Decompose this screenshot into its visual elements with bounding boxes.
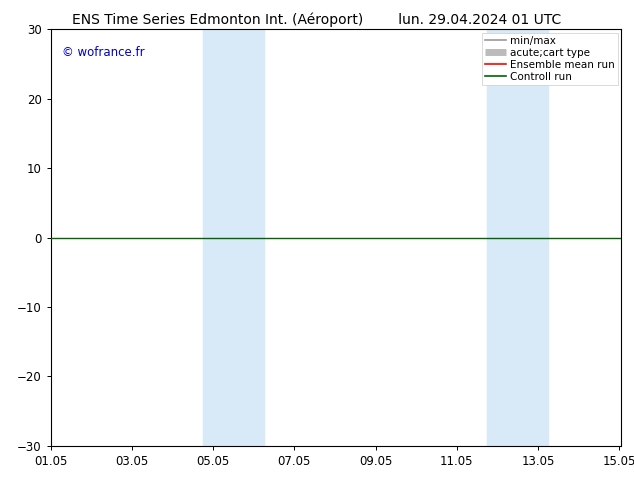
Text: ENS Time Series Edmonton Int. (Aéroport)        lun. 29.04.2024 01 UTC: ENS Time Series Edmonton Int. (Aéroport)…: [72, 12, 562, 27]
Text: © wofrance.fr: © wofrance.fr: [62, 46, 145, 59]
Legend: min/max, acute;cart type, Ensemble mean run, Controll run: min/max, acute;cart type, Ensemble mean …: [482, 32, 618, 85]
Bar: [488, 29, 548, 446]
Bar: [203, 29, 264, 446]
